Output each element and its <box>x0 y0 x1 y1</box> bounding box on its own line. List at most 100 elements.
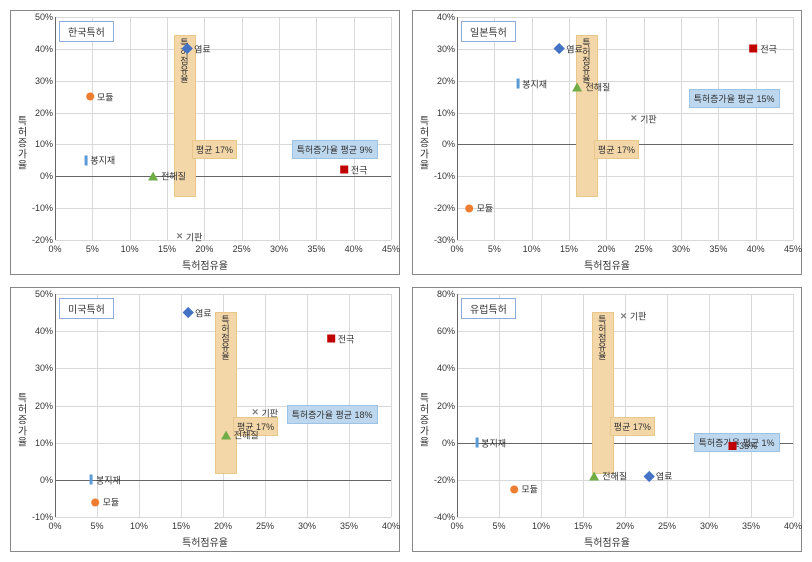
x-tick: 15% <box>560 244 578 254</box>
y-tick: -10% <box>27 203 53 213</box>
gridline-h <box>457 331 793 332</box>
gridline-v <box>391 294 392 517</box>
x-axis-label: 특허점유율 <box>584 257 630 272</box>
data-point: ×기판 <box>620 310 646 323</box>
gridline-h <box>55 517 391 518</box>
gridline-h <box>55 81 391 82</box>
y-axis-line <box>55 294 56 517</box>
gridline-h <box>457 81 793 82</box>
plot-area: 특허점유율평균 17%특허증가율 평균 1%×기판봉지재35%전해질염료모듈 <box>457 294 793 517</box>
gridline-h <box>457 368 793 369</box>
y-axis-label: 특허증가율 <box>415 392 430 447</box>
data-point: 봉지재 <box>475 436 506 449</box>
x-tick: 10% <box>523 244 541 254</box>
gridline-v <box>316 17 317 240</box>
x-tick: 40% <box>382 521 400 531</box>
point-label: 모듈 <box>521 483 538 496</box>
data-point: 전해질 <box>572 81 610 94</box>
gridline-v <box>644 17 645 240</box>
gridline-h <box>457 49 793 50</box>
x-axis-line <box>55 176 391 177</box>
x-tick: 15% <box>574 521 592 531</box>
data-point: 염료 <box>183 42 211 55</box>
gridline-h <box>457 240 793 241</box>
y-axis-line <box>457 294 458 517</box>
y-tick: 30% <box>27 363 53 373</box>
x-tick: 0% <box>48 521 61 531</box>
x-tick: 15% <box>172 521 190 531</box>
x-axis-label: 특허점유율 <box>182 534 228 549</box>
data-point: 봉지재 <box>84 154 115 167</box>
data-point: 봉지재 <box>90 473 121 486</box>
chart-title: 미국특허 <box>59 298 114 319</box>
point-label: 봉지재 <box>522 77 547 90</box>
data-point: 전해질 <box>148 170 186 183</box>
point-label: 염료 <box>566 42 583 55</box>
point-label: 봉지재 <box>90 154 115 167</box>
gridline-h <box>457 517 793 518</box>
x-tick: 5% <box>90 521 103 531</box>
gridline-h <box>457 406 793 407</box>
y-tick: -20% <box>27 235 53 245</box>
x-tick: 40% <box>784 521 802 531</box>
y-axis-line <box>55 17 56 240</box>
x-tick: 10% <box>121 244 139 254</box>
growth-avg-label: 특허증가율 평균 9% <box>292 140 378 159</box>
x-tick: 30% <box>672 244 690 254</box>
x-tick: 0% <box>450 244 463 254</box>
plot-area: 특허점유율평균 17%특허증가율 평균 15%염료전극봉지재전해질×기판모듈 <box>457 17 793 240</box>
x-tick: 25% <box>233 244 251 254</box>
gridline-h <box>457 294 793 295</box>
gridline-h <box>55 113 391 114</box>
data-point: 염료 <box>184 306 212 319</box>
data-point: 전극 <box>749 42 777 55</box>
x-tick: 20% <box>616 521 634 531</box>
y-tick: 40% <box>27 44 53 54</box>
gridline-h <box>55 240 391 241</box>
point-label: 전극 <box>338 332 355 345</box>
point-label: 전해질 <box>602 470 627 483</box>
gridline-v <box>391 17 392 240</box>
y-tick: -20% <box>429 475 455 485</box>
x-tick: 30% <box>270 244 288 254</box>
point-label: 봉지재 <box>96 473 121 486</box>
point-label: 염료 <box>195 306 212 319</box>
gridline-v <box>532 17 533 240</box>
data-point: 전극 <box>327 332 355 345</box>
y-tick: 80% <box>429 289 455 299</box>
data-point: 전극 <box>340 163 368 176</box>
x-axis-label: 특허점유율 <box>584 534 630 549</box>
gridline-h <box>457 17 793 18</box>
x-tick: 20% <box>195 244 213 254</box>
gridline-v <box>354 17 355 240</box>
point-label: 기판 <box>186 230 203 243</box>
y-axis-label: 특허증가율 <box>13 115 28 170</box>
data-point: ×기판 <box>176 230 202 243</box>
x-tick: 25% <box>256 521 274 531</box>
charts-grid: 특허증가율특허점유율특허점유율평균 17%특허증가율 평균 9%염료모듈봉지재전… <box>10 10 802 552</box>
gridline-v <box>793 294 794 517</box>
data-point: 모듈 <box>510 483 538 496</box>
growth-avg-label: 특허증가율 평균 15% <box>689 89 780 108</box>
gridline-h <box>55 49 391 50</box>
point-label: 전해질 <box>585 81 610 94</box>
x-tick: 0% <box>48 244 61 254</box>
y-tick: 0% <box>27 171 53 181</box>
y-tick: -20% <box>429 203 455 213</box>
y-tick: 20% <box>429 401 455 411</box>
point-label: 염료 <box>194 42 211 55</box>
x-tick: 15% <box>158 244 176 254</box>
point-label: 기판 <box>630 310 647 323</box>
y-axis-label: 특허증가율 <box>13 392 28 447</box>
x-tick: 30% <box>298 521 316 531</box>
data-point: 전해질 <box>221 429 259 442</box>
gridline-v <box>718 17 719 240</box>
data-point: ×기판 <box>252 406 278 419</box>
share-avg-label: 평균 17% <box>594 140 639 159</box>
share-band: 특허점유율 <box>576 35 598 197</box>
point-label: 35% <box>739 441 757 451</box>
plot-area: 특허점유율평균 17%특허증가율 평균 18%염료전극×기판전해질봉지재모듈 <box>55 294 391 517</box>
y-tick: 20% <box>27 401 53 411</box>
x-tick: 10% <box>130 521 148 531</box>
point-label: 전극 <box>351 163 368 176</box>
